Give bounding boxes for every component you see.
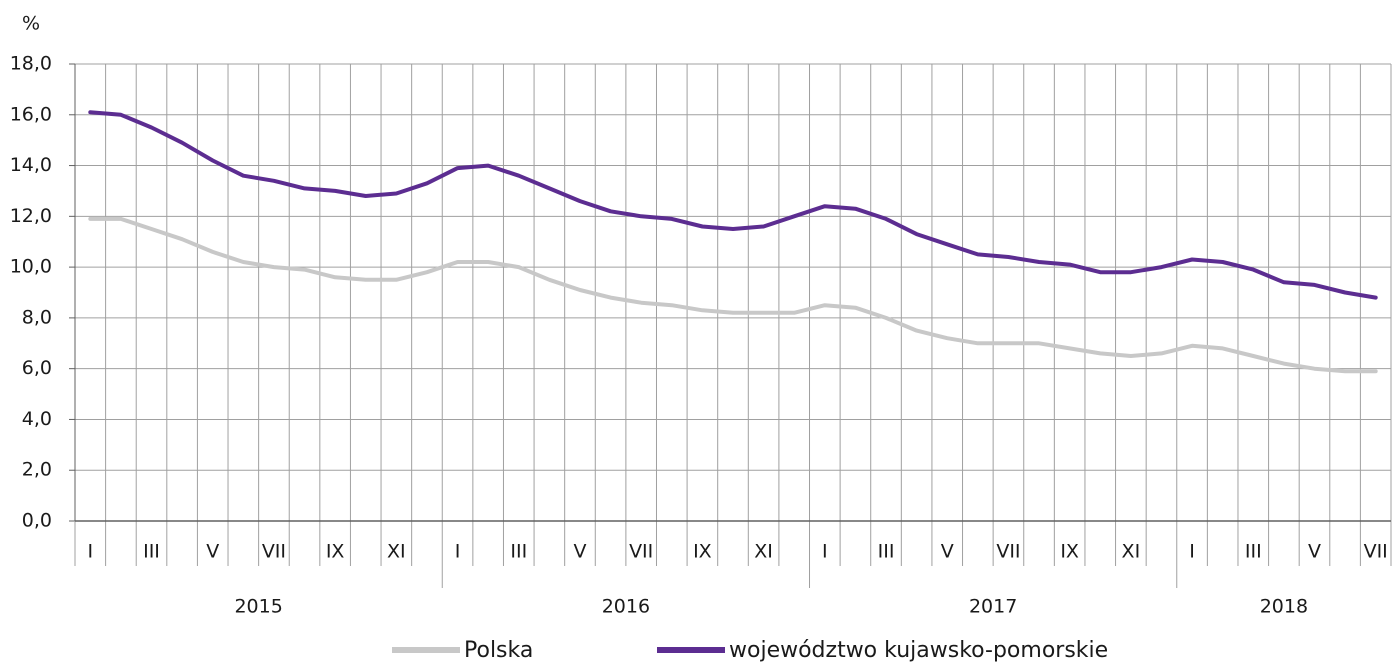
- x-tick-label: XI: [387, 541, 406, 563]
- series-line: [88, 110, 1378, 300]
- year-label: 2018: [1260, 596, 1308, 618]
- y-tick-label: 6,0: [22, 357, 52, 379]
- x-tick-label: III: [1245, 541, 1262, 563]
- x-tick-label: IX: [1060, 541, 1079, 563]
- x-tick-label: V: [206, 541, 219, 563]
- x-tick-label: III: [878, 541, 895, 563]
- x-tick-label: I: [87, 541, 93, 563]
- x-tick-label: III: [143, 541, 160, 563]
- y-axis-unit: %: [22, 13, 40, 35]
- y-tick-label: 16,0: [10, 103, 52, 125]
- x-tick-label: XI: [754, 541, 773, 563]
- y-tick-label: 0,0: [22, 510, 52, 532]
- y-tick-label: 18,0: [10, 53, 52, 75]
- year-label: 2016: [602, 596, 650, 618]
- legend-label: Polska: [464, 638, 533, 662]
- x-tick-label: VII: [629, 541, 653, 563]
- x-tick-label: III: [510, 541, 527, 563]
- x-tick-label: IX: [326, 541, 345, 563]
- x-tick-label: XI: [1122, 541, 1141, 563]
- year-label: 2015: [234, 596, 282, 618]
- y-tick-label: 12,0: [10, 205, 52, 227]
- y-tick-label: 2,0: [22, 459, 52, 481]
- series-line: [88, 216, 1378, 374]
- x-tick-label: V: [941, 541, 954, 563]
- x-tick-label: V: [573, 541, 586, 563]
- x-tick-label: I: [1189, 541, 1195, 563]
- y-tick-label: 4,0: [22, 408, 52, 430]
- y-tick-label: 14,0: [10, 154, 52, 176]
- y-tick-label: 10,0: [10, 256, 52, 278]
- x-tick-label: I: [822, 541, 828, 563]
- year-label: 2017: [969, 596, 1017, 618]
- x-tick-label: V: [1308, 541, 1321, 563]
- y-tick-label: 8,0: [22, 306, 52, 328]
- x-tick-label: IX: [693, 541, 712, 563]
- x-tick-label: VII: [1364, 541, 1388, 563]
- legend-label: województwo kujawsko-pomorskie: [729, 638, 1108, 662]
- x-tick-label: VII: [996, 541, 1020, 563]
- x-tick-label: VII: [262, 541, 286, 563]
- x-tick-label: I: [455, 541, 461, 563]
